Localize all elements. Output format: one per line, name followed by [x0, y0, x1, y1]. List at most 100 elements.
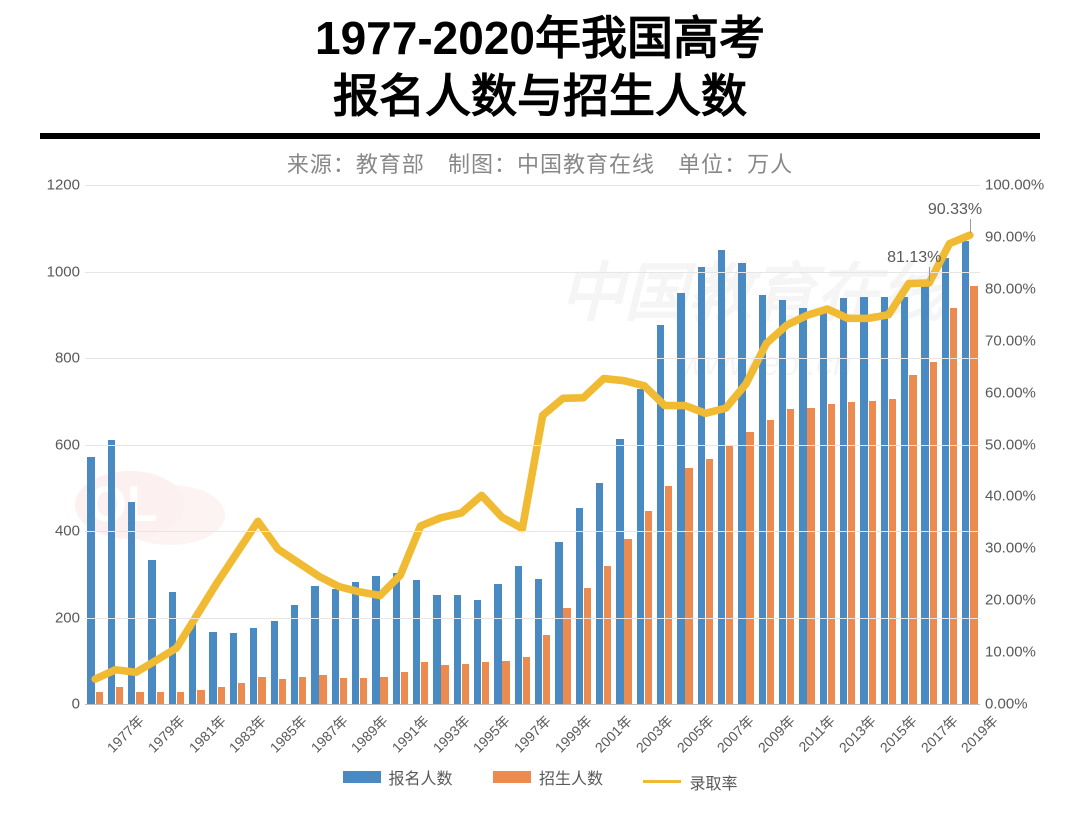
bar-applicants: [189, 623, 196, 704]
x-tick-label: 1993年: [428, 711, 474, 757]
chart-header: 1977-2020年我国高考 报名人数与招生人数: [0, 0, 1080, 125]
bar-admitted: [767, 420, 774, 704]
bar-admitted: [136, 692, 143, 704]
bar-admitted: [584, 588, 591, 704]
gridline: [85, 531, 980, 532]
title-divider: [40, 133, 1040, 139]
sub-header: 来源：教育部 制图：中国教育在线 单位：万人: [0, 147, 1080, 179]
bar-admitted: [401, 672, 408, 704]
gridline: [85, 618, 980, 619]
y-left-tick-label: 800: [30, 350, 80, 367]
bar-applicants: [494, 584, 501, 704]
bar-applicants: [352, 582, 359, 704]
x-tick-label: 1979年: [143, 711, 189, 757]
y-right-tick-label: 90.00%: [985, 228, 1050, 245]
bar-applicants: [820, 310, 827, 704]
bar-admitted: [238, 683, 245, 704]
bar-applicants: [454, 595, 461, 704]
bar-applicants: [576, 508, 583, 704]
bar-admitted: [360, 678, 367, 704]
x-tick-label: 2007年: [713, 711, 759, 757]
y-left-tick-label: 400: [30, 523, 80, 540]
legend-swatch-rate: [643, 780, 681, 783]
bar-admitted: [319, 675, 326, 704]
y-left-tick-label: 600: [30, 436, 80, 453]
y-right-tick-label: 60.00%: [985, 384, 1050, 401]
annotation-label: 90.33%: [928, 201, 982, 219]
x-tick-label: 1985年: [265, 711, 311, 757]
gridline: [85, 358, 980, 359]
annotation-leader: [929, 267, 930, 281]
bar-applicants: [962, 241, 969, 704]
bar-admitted: [848, 402, 855, 704]
bar-admitted: [157, 692, 164, 704]
bar-admitted: [421, 662, 428, 704]
x-tick-label: 1981年: [184, 711, 230, 757]
y-right-tick-label: 70.00%: [985, 332, 1050, 349]
bar-applicants: [108, 440, 115, 704]
bar-admitted: [543, 635, 550, 704]
bar-applicants: [413, 580, 420, 704]
legend-label-applicants: 报名人数: [389, 765, 453, 789]
bar-applicants: [271, 621, 278, 704]
annotation-label: 81.13%: [887, 249, 941, 267]
x-tick-label: 1995年: [469, 711, 515, 757]
bar-admitted: [787, 409, 794, 704]
bar-applicants: [433, 595, 440, 704]
gridline: [85, 272, 980, 273]
bar-applicants: [921, 282, 928, 704]
x-tick-label: 1997年: [509, 711, 555, 757]
x-tick-label: 2009年: [753, 711, 799, 757]
y-left-tick-label: 1200: [30, 177, 80, 194]
bar-admitted: [930, 362, 937, 704]
gridline: [85, 185, 980, 186]
x-tick-label: 1983年: [224, 711, 270, 757]
bar-applicants: [372, 576, 379, 704]
bar-applicants: [677, 293, 684, 704]
bar-admitted: [726, 445, 733, 704]
bar-admitted: [665, 486, 672, 704]
y-left-tick-label: 1000: [30, 263, 80, 280]
legend: 报名人数 招生人数 录取率: [30, 765, 1050, 794]
x-tick-label: 1987年: [306, 711, 352, 757]
bar-applicants: [474, 600, 481, 704]
y-right-tick-label: 30.00%: [985, 540, 1050, 557]
bar-admitted: [218, 687, 225, 704]
bar-admitted: [563, 608, 570, 704]
bar-applicants: [209, 632, 216, 704]
bar-admitted: [746, 432, 753, 704]
x-tick-label: 2013年: [835, 711, 881, 757]
bar-admitted: [340, 678, 347, 704]
x-tick-label: 2011年: [794, 711, 839, 756]
bar-admitted: [380, 677, 387, 704]
bar-admitted: [523, 657, 530, 704]
legend-swatch-applicants: [343, 771, 381, 783]
bar-admitted: [279, 679, 286, 704]
y-right-tick-label: 100.00%: [985, 177, 1050, 194]
x-tick-label: 2005年: [672, 711, 718, 757]
bar-applicants: [169, 592, 176, 704]
bar-applicants: [657, 325, 664, 704]
bar-applicants: [291, 605, 298, 704]
bar-admitted: [685, 468, 692, 704]
bar-admitted: [950, 308, 957, 704]
bar-admitted: [869, 401, 876, 704]
bar-applicants: [332, 589, 339, 704]
bar-applicants: [759, 295, 766, 704]
bar-applicants: [596, 483, 603, 704]
bar-applicants: [942, 258, 949, 704]
y-right-tick-label: 80.00%: [985, 280, 1050, 297]
legend-swatch-admitted: [493, 771, 531, 783]
legend-admitted: 招生人数: [493, 765, 603, 789]
bar-applicants: [148, 560, 155, 704]
legend-label-rate: 录取率: [689, 770, 737, 794]
bar-applicants: [799, 308, 806, 704]
y-right-tick-label: 10.00%: [985, 644, 1050, 661]
legend-applicants: 报名人数: [343, 765, 453, 789]
source-label: 来源：教育部: [287, 152, 425, 177]
bar-admitted: [299, 677, 306, 704]
bar-applicants: [698, 267, 705, 704]
x-tick-label: 1991年: [387, 711, 433, 757]
y-right-tick-label: 50.00%: [985, 436, 1050, 453]
bar-applicants: [230, 633, 237, 704]
